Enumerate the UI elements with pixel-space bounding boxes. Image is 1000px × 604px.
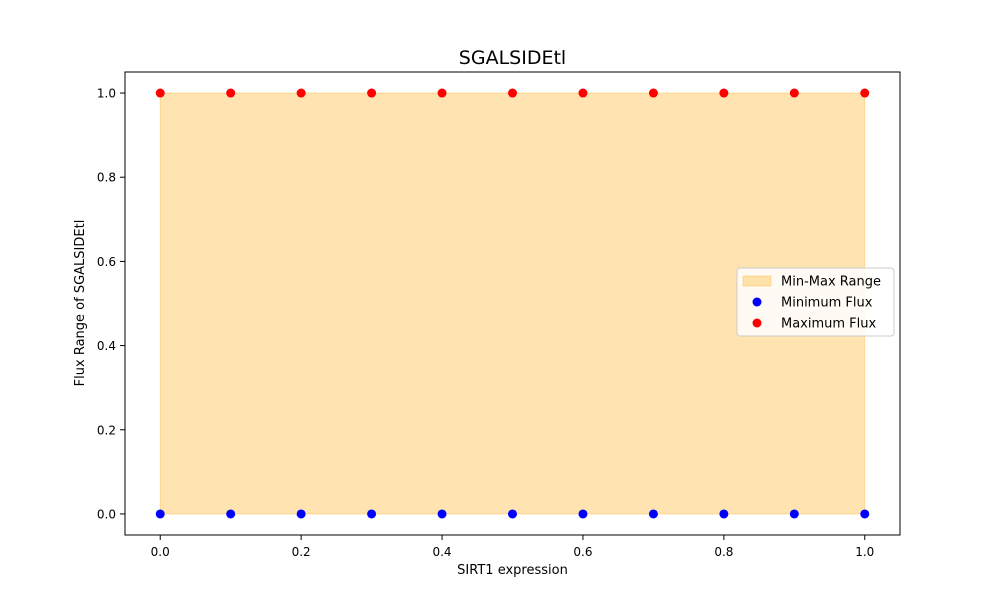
data-point	[508, 88, 517, 98]
legend-label: Min-Max Range	[781, 275, 881, 290]
y-tick-label: 0.0	[97, 507, 116, 521]
x-axis-label: SIRT1 expression	[457, 563, 568, 578]
data-point	[296, 509, 306, 519]
data-point	[437, 88, 447, 98]
data-point	[789, 88, 799, 98]
data-point	[367, 509, 377, 519]
legend: Min-Max Range Minimum Flux Maximum Flux	[736, 267, 895, 337]
data-point	[367, 88, 377, 98]
data-point	[648, 509, 658, 519]
data-point	[860, 509, 870, 519]
y-tick-label: 0.4	[97, 339, 116, 353]
series-minimum-flux	[155, 509, 870, 519]
x-tick-label: 1.0	[855, 545, 874, 559]
x-tick-label: 0.2	[292, 545, 311, 559]
data-point	[155, 88, 165, 98]
legend-marker	[752, 297, 762, 307]
series-maximum-flux	[155, 88, 870, 98]
data-point	[578, 509, 588, 519]
data-point	[860, 88, 870, 98]
data-point	[578, 88, 588, 98]
series-layer	[155, 88, 870, 519]
x-tick-label: 0.4	[432, 545, 451, 559]
y-axis-label: Flux Range of SGALSIDEtl	[73, 220, 88, 387]
chart-title: SGALSIDEtl	[459, 47, 566, 69]
legend-swatch-band	[742, 275, 772, 287]
data-point	[226, 509, 236, 519]
data-point	[719, 509, 729, 519]
y-axis: 0.0 0.2 0.4 0.6 0.8 1.0	[97, 87, 125, 521]
x-tick-label: 0.6	[573, 545, 592, 559]
y-tick-label: 0.2	[97, 423, 116, 437]
data-point	[155, 509, 165, 519]
data-point	[508, 509, 517, 519]
x-tick-label: 0.0	[151, 545, 170, 559]
x-axis: 0.0 0.2 0.4 0.6 0.8 1.0	[151, 535, 874, 559]
data-point	[226, 88, 236, 98]
legend-label: Maximum Flux	[781, 317, 877, 332]
legend-label: Minimum Flux	[781, 296, 873, 311]
data-point	[789, 509, 799, 519]
legend-marker	[752, 318, 762, 328]
legend-box	[736, 267, 895, 337]
data-point	[296, 88, 306, 98]
data-point	[648, 88, 658, 98]
data-point	[719, 88, 729, 98]
plot-frame	[124, 71, 901, 536]
y-tick-label: 0.6	[97, 255, 116, 269]
x-tick-label: 0.8	[714, 545, 733, 559]
y-tick-label: 1.0	[97, 87, 116, 101]
y-tick-label: 0.8	[97, 171, 116, 185]
data-point	[437, 509, 447, 519]
